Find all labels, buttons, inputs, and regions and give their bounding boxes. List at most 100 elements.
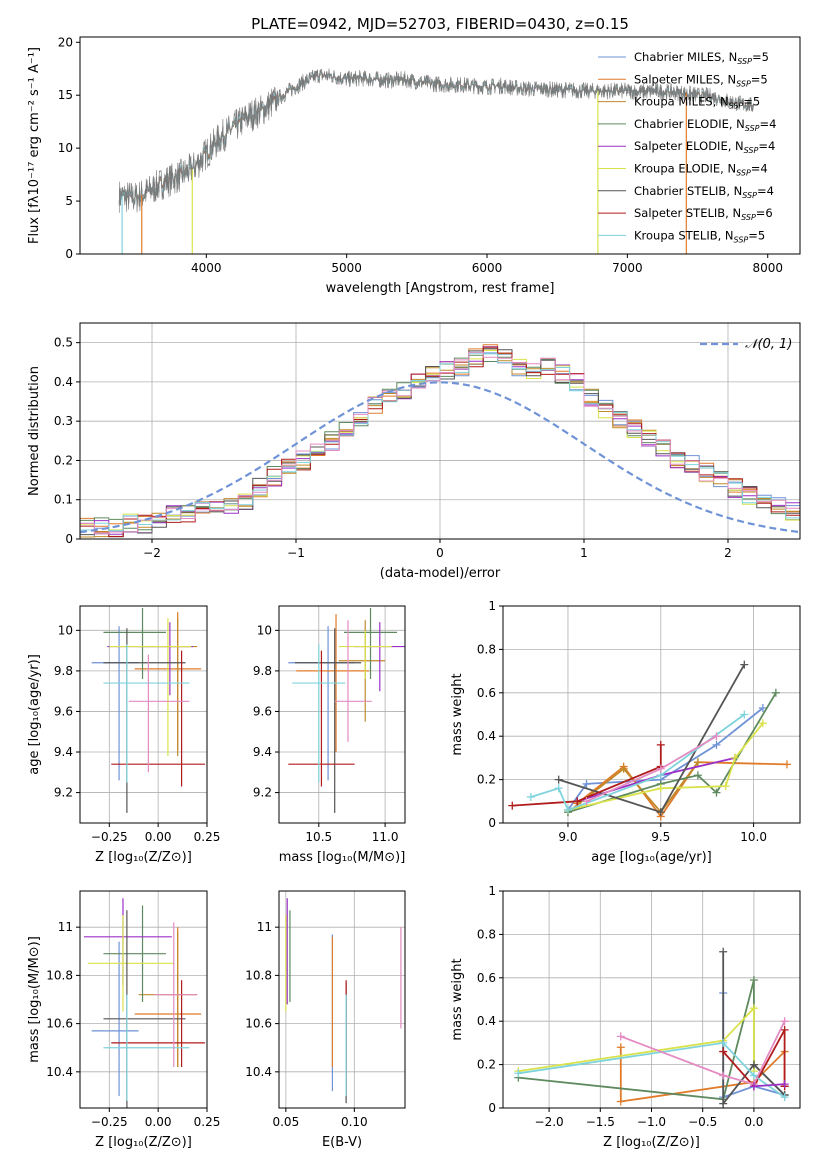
legend-label: 𝒩(0, 1)	[745, 337, 792, 352]
y-tick-label: 9.6	[253, 704, 272, 718]
x-tick-label: 6000	[472, 261, 503, 275]
errorbar-point	[103, 905, 166, 1002]
normal-curve	[80, 381, 800, 534]
y-tick-label: 0.4	[477, 729, 496, 743]
panel-spectrum: 4000 5000 6000 7000 8000 0 5 10 15 20 wavelength […	[27, 35, 801, 296]
legend-label: Salpeter STELIB, NSSP=6	[634, 206, 773, 222]
plot-area	[83, 898, 206, 1108]
gridlines	[279, 606, 405, 823]
x-tick-label: −0.5	[688, 1115, 717, 1129]
gridlines	[279, 891, 405, 1108]
x-tick-label: 2	[724, 546, 732, 560]
weight-marker	[740, 710, 749, 719]
panel-weight_vs_age: 9.0 9.5 10.0 0 0.2 0.4 0.6 0.8 1 age [log₁₀(age/y…	[450, 599, 801, 865]
y-tick-label: 10	[58, 141, 73, 155]
weight-marker	[749, 1071, 758, 1080]
weight-line	[722, 1029, 786, 1088]
errorbar-point	[334, 620, 372, 742]
weight-marker	[780, 1017, 789, 1026]
weight-marker	[749, 1004, 758, 1013]
weight-series	[582, 732, 721, 806]
weight-series	[563, 688, 780, 817]
y-axis-label: Normed distribution	[27, 366, 42, 496]
x-axis-label: Z [log₁₀(Z/Z⊙)]	[95, 1135, 192, 1150]
panel-age_vs_mass: 10.5 11.0 9.2 9.4 9.6 9.8 10 mass [log₁₀(M/M⊙)]	[253, 605, 406, 865]
y-tick-label: 10	[58, 623, 73, 637]
y-tick-label: 1	[488, 599, 496, 613]
y-tick-label: 1	[488, 884, 496, 898]
weight-series	[749, 1080, 789, 1091]
y-tick-label: 0.3	[54, 414, 73, 428]
weight-marker	[758, 719, 767, 728]
weight-marker	[719, 947, 728, 956]
errorbar-point	[134, 927, 202, 1068]
weight-marker	[749, 975, 758, 984]
x-tick-label: 5000	[331, 261, 362, 275]
legend-label: Kroupa STELIB, NSSP=5	[634, 228, 765, 244]
x-axis-label: Z [log₁₀(Z/Z⊙)]	[95, 850, 192, 865]
y-tick-label: 0.4	[477, 1014, 496, 1028]
x-tick-label: 0.0	[744, 1115, 763, 1129]
x-axis-label: (data-model)/error	[380, 566, 501, 581]
y-tick-label: 10.8	[46, 968, 73, 982]
panel-weight_vs_Z: −2.0 −1.5 −1.0 −0.5 0.0 0 0.2 0.4 0.6 0.8 1 Z [log₁…	[450, 884, 801, 1150]
x-tick-label: 0.05	[272, 1115, 299, 1129]
weight-marker	[526, 792, 535, 801]
legend-label: Salpeter MILES, NSSP=5	[634, 72, 768, 88]
y-tick-label: 9.4	[253, 745, 272, 759]
axes-frame	[502, 890, 801, 1109]
errorbar-point	[103, 628, 186, 813]
errorbar-point	[343, 608, 398, 680]
x-tick-label: 8000	[752, 261, 783, 275]
weight-marker	[749, 1060, 758, 1069]
y-axis-label: mass [log₁₀(M/M⊙)]	[27, 936, 42, 1063]
x-axis-label: Z [log₁₀(Z/Z⊙)]	[603, 1135, 700, 1150]
residual-histogram	[80, 350, 800, 532]
weight-marker	[719, 1047, 728, 1056]
weight-series	[514, 1038, 789, 1102]
weight-marker	[554, 775, 563, 784]
y-axis-label: age [log₁₀(age/yr)]	[27, 654, 42, 775]
axes-frame	[79, 36, 801, 255]
weight-marker	[693, 771, 702, 780]
errorbar-point	[138, 931, 198, 1068]
errorbar-point	[154, 922, 198, 1068]
weight-line	[512, 744, 662, 807]
y-axis-label: Flux [fλ10⁻¹⁷ erg cm⁻² s⁻¹ A⁻¹]	[27, 47, 42, 244]
weight-marker	[749, 1082, 758, 1091]
errorbar-point	[103, 644, 190, 783]
weight-marker	[616, 1043, 625, 1052]
legend-label: Kroupa MILES, NSSP=5	[634, 95, 760, 111]
weight-marker	[616, 1097, 625, 1106]
gridlines	[80, 606, 208, 823]
x-tick-label: 11.0	[372, 830, 399, 844]
plot-area	[80, 344, 800, 538]
figure-title: PLATE=0942, MJD=52703, FIBERID=0430, z=0…	[251, 15, 629, 33]
weight-marker	[582, 779, 591, 788]
x-tick-label: 9.5	[651, 830, 670, 844]
x-tick-label: −1.0	[637, 1115, 666, 1129]
gridlines	[80, 323, 800, 540]
plot-area	[118, 68, 754, 254]
plot-area	[285, 898, 402, 1104]
residual-histogram	[80, 352, 800, 532]
weight-marker	[721, 782, 730, 791]
weight-line	[753, 1083, 785, 1088]
y-tick-label: 10	[257, 623, 272, 637]
axes-frame	[278, 890, 406, 1109]
axes-frame	[278, 605, 406, 824]
weight-marker	[656, 740, 665, 749]
x-tick-label: 0.00	[145, 830, 172, 844]
weight-marker	[719, 1071, 728, 1080]
weight-marker	[783, 760, 792, 769]
x-tick-label: 0	[436, 546, 444, 560]
y-tick-label: 0	[488, 816, 496, 830]
y-tick-label: 0.4	[54, 375, 73, 389]
errorbar-point	[109, 618, 192, 757]
y-tick-label: 0.1	[54, 493, 73, 507]
y-tick-label: 10.8	[245, 968, 272, 982]
weight-series	[554, 660, 749, 817]
weight-series	[526, 710, 749, 814]
